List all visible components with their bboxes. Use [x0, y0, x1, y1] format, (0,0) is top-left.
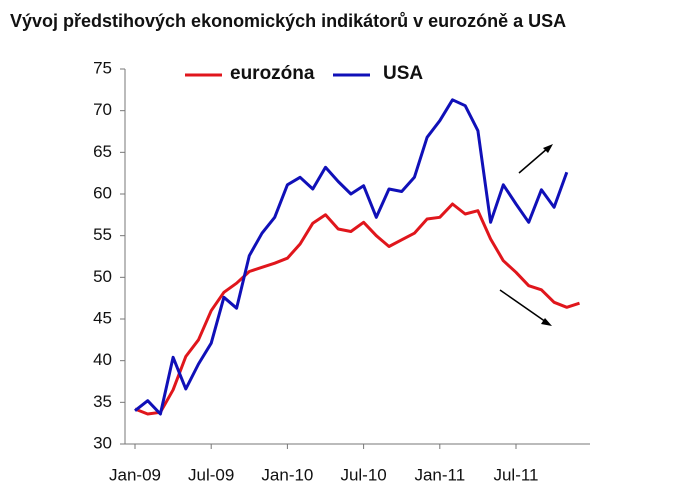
y-tick-label: 55: [93, 225, 112, 244]
x-tick-label: Jan-10: [261, 465, 313, 484]
y-tick-label: 30: [93, 433, 112, 452]
series-line: [134, 98, 569, 416]
legend-label: eurozóna: [230, 63, 315, 84]
trend-arrows: [499, 144, 553, 326]
x-tick-label: Jul-09: [188, 465, 234, 484]
y-tick-label: 40: [93, 350, 112, 369]
x-tick-label: Jul-11: [493, 465, 538, 484]
legend-label: USA: [383, 63, 423, 84]
y-tick-label: 45: [93, 308, 112, 327]
y-tick-label: 65: [93, 142, 112, 161]
x-tick-label: Jul-10: [340, 465, 386, 484]
x-tick-label: Jan-09: [109, 465, 161, 484]
y-tick-label: 50: [93, 267, 112, 286]
y-tick-label: 35: [93, 392, 112, 411]
y-tick-label: 70: [93, 100, 112, 119]
series-line: [134, 202, 580, 416]
y-tick-label: 60: [93, 183, 112, 202]
x-tick-label: Jan-11: [414, 465, 465, 484]
y-tick-label: 75: [93, 58, 112, 77]
chart-title: Vývoj předstihových ekonomických indikát…: [10, 11, 566, 31]
